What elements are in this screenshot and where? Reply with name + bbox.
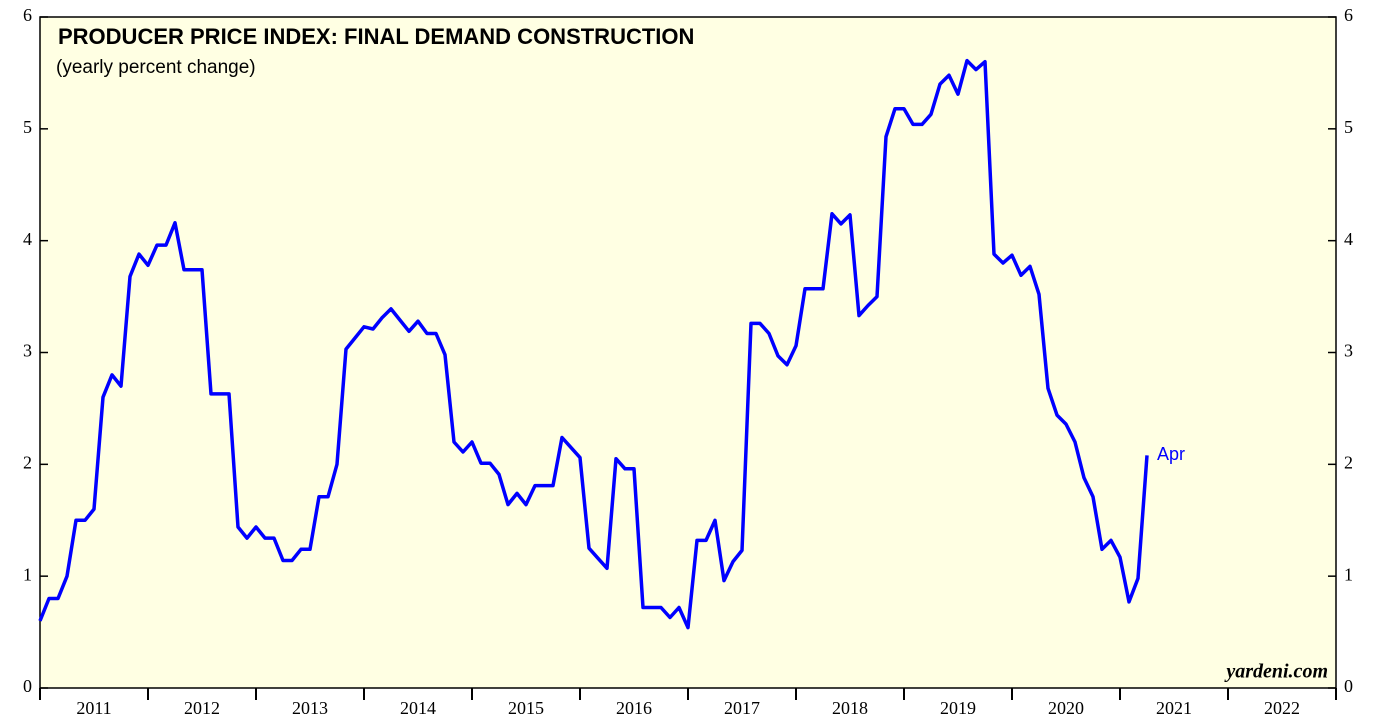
chart-subtitle: (yearly percent change) [56,57,256,78]
y2-tick-label: 0 [1344,676,1353,696]
x-tick-label: 2012 [184,698,220,718]
y2-tick-label: 5 [1344,117,1353,137]
y-tick-label: 6 [23,5,32,25]
y2-tick-label: 1 [1344,564,1353,584]
source: yardeni.com [1224,661,1328,683]
chart-title: PRODUCER PRICE INDEX: FINAL DEMAND CONST… [58,24,694,49]
y2-tick-label: 3 [1344,341,1353,361]
x-tick-label: 2017 [724,698,760,718]
plot-area [39,16,1337,689]
x-tick-label: 2019 [940,698,976,718]
y-tick-label: 3 [23,341,32,361]
x-tick-label: 2016 [616,698,652,718]
y-tick-label: 2 [23,452,32,472]
x-tick-label: 2022 [1264,698,1300,718]
x-tick-label: 2014 [400,698,436,718]
x-tick-label: 2015 [508,698,544,718]
y2-tick-label: 6 [1344,5,1353,25]
x-tick-label: 2020 [1048,698,1084,718]
y-tick-label: 0 [23,676,32,696]
x-tick-label: 2013 [292,698,328,718]
y2-tick-label: 4 [1344,229,1353,249]
y-tick-label: 5 [23,117,32,137]
annotation: Apr [1157,444,1185,464]
y-tick-label: 1 [23,564,32,584]
x-tick-label: 2018 [832,698,868,718]
line-series [38,58,1149,630]
y2-tick-label: 2 [1344,452,1353,472]
y-tick-label: 4 [23,229,32,249]
x-tick-label: 2011 [76,698,111,718]
x-tick-label: 2021 [1156,698,1192,718]
